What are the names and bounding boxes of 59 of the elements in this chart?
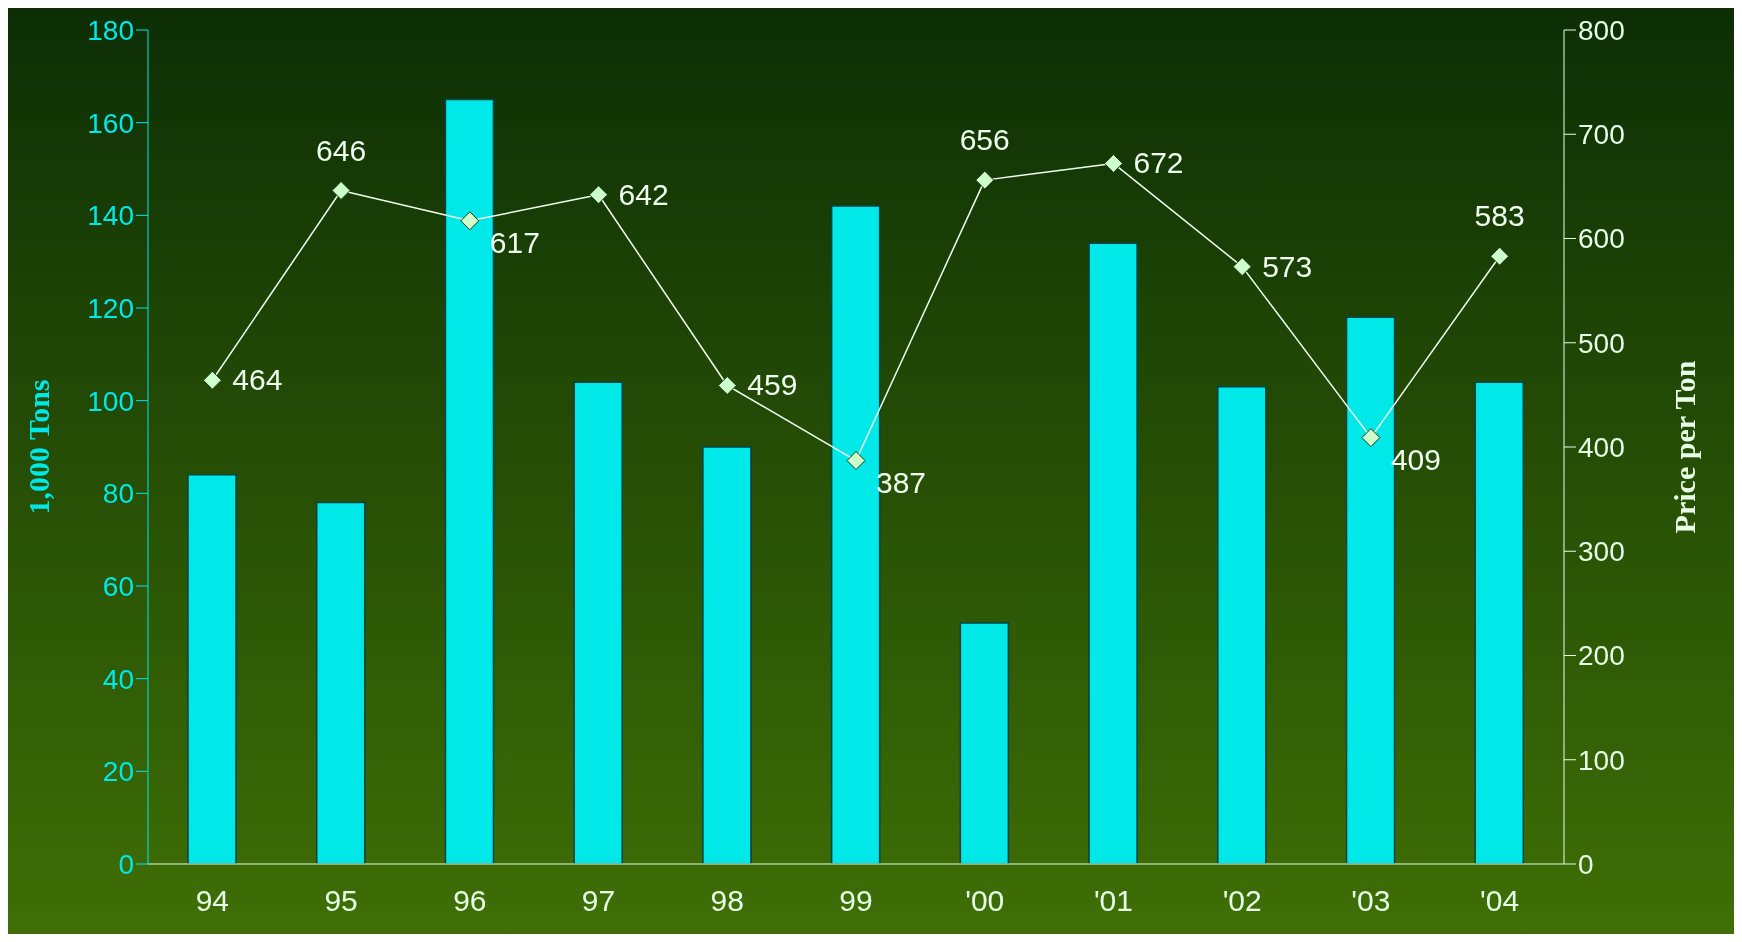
x-tick-label: '00 (965, 884, 1005, 918)
point (331, 181, 351, 201)
x-tick-label: '01 (1093, 884, 1134, 918)
y2-axis-title: Price per Ton (1667, 360, 1701, 534)
x-tick-label: '04 (1480, 884, 1520, 918)
y-tick-label: 120 (87, 292, 134, 324)
point (589, 185, 609, 205)
point (1490, 246, 1510, 266)
y2-tick-label: 100 (1578, 744, 1625, 776)
y2-tick-label: 800 (1578, 14, 1625, 46)
bar (1088, 242, 1138, 864)
bar (959, 622, 1010, 864)
data-label: 583 (1474, 199, 1525, 233)
data-label: 464 (232, 363, 283, 397)
x-tick-label: 99 (839, 884, 873, 918)
bar (702, 446, 752, 864)
y-axis-title: 1,000 Tons (21, 379, 55, 515)
y-tick-label: 140 (87, 200, 134, 232)
data-label: 656 (959, 123, 1010, 157)
point (717, 375, 737, 395)
data-label: 459 (747, 368, 798, 402)
bar (573, 381, 623, 864)
y-tick-label: 100 (87, 385, 134, 417)
y2-tick-label: 0 (1578, 848, 1594, 880)
bar (187, 474, 237, 864)
y2-tick-label: 500 (1578, 327, 1625, 359)
x-tick-label: 97 (581, 884, 616, 918)
x-tick-label: '03 (1351, 884, 1391, 918)
bar (315, 501, 366, 864)
y-tick-label: 40 (102, 663, 134, 695)
y2-tick-label: 600 (1578, 223, 1625, 255)
y-tick-label: 20 (102, 756, 134, 788)
point (202, 370, 222, 390)
bar (1217, 386, 1267, 864)
data-label: 573 (1262, 249, 1313, 283)
point (975, 170, 995, 190)
y-tick-label: 80 (102, 478, 134, 510)
point (460, 211, 480, 231)
y-tick-label: 60 (102, 570, 134, 602)
x-tick-label: '02 (1222, 884, 1262, 918)
y-tick-label: 180 (87, 14, 134, 46)
data-label: 672 (1133, 146, 1184, 180)
x-tick-label: 94 (195, 884, 230, 918)
x-tick-label: 95 (324, 884, 358, 918)
point (1103, 153, 1123, 173)
data-label: 646 (316, 133, 367, 167)
point (846, 451, 866, 471)
bar (1474, 381, 1525, 864)
x-tick-label: 96 (453, 884, 487, 918)
x-tick-label: 98 (710, 884, 744, 918)
y2-tick-label: 300 (1578, 536, 1625, 568)
point (1361, 428, 1381, 448)
y2-tick-label: 700 (1578, 119, 1625, 151)
y2-tick-label: 200 (1578, 640, 1625, 672)
y2-tick-label: 400 (1578, 431, 1625, 463)
point (1232, 257, 1252, 277)
data-label: 642 (618, 177, 669, 211)
y-tick-label: 160 (87, 107, 134, 139)
y-tick-label: 0 (118, 848, 134, 880)
